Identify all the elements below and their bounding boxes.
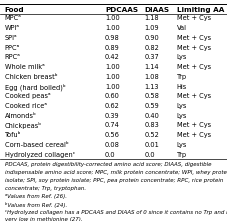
Text: Lys: Lys [176, 142, 186, 148]
Text: Hydrolyzed collagenᶜ: Hydrolyzed collagenᶜ [5, 152, 74, 158]
Text: Limiting AA: Limiting AA [176, 7, 223, 13]
Text: 1.00: 1.00 [104, 74, 119, 80]
Text: MPCᵃ: MPCᵃ [5, 15, 21, 21]
Text: 0.58: 0.58 [144, 93, 159, 99]
Text: isolate; SPI, soy protein isolate; PPC, pea protein concentrate; RPC, rice prote: isolate; SPI, soy protein isolate; PPC, … [5, 178, 222, 183]
Text: 0.39: 0.39 [104, 113, 119, 119]
Text: Chicken breastᵇ: Chicken breastᵇ [5, 74, 57, 80]
Text: 0.0: 0.0 [104, 152, 115, 158]
Text: 0.62: 0.62 [104, 103, 119, 109]
Text: WPIᵃ: WPIᵃ [5, 25, 20, 31]
Text: DIAAS: DIAAS [144, 7, 169, 13]
Text: ᵇValues from Ref. (24).: ᵇValues from Ref. (24). [5, 202, 67, 208]
Text: Chickpeasᵇ: Chickpeasᵇ [5, 122, 42, 130]
Text: Met + Cys: Met + Cys [176, 15, 210, 21]
Text: Trp: Trp [176, 152, 186, 158]
Text: Almondsᵇ: Almondsᵇ [5, 113, 36, 119]
Text: Trp: Trp [176, 74, 186, 80]
Text: 0.42: 0.42 [104, 54, 119, 60]
Text: Tofuᵇ: Tofuᵇ [5, 132, 21, 138]
Text: Val: Val [176, 25, 186, 31]
Text: Corn-based cerealᵇ: Corn-based cerealᵇ [5, 142, 68, 148]
Text: 0.98: 0.98 [104, 35, 119, 41]
Text: 1.14: 1.14 [144, 64, 159, 70]
Text: 1.08: 1.08 [144, 74, 159, 80]
Text: 1.00: 1.00 [104, 25, 119, 31]
Text: 1.00: 1.00 [104, 64, 119, 70]
Text: indispensable amino acid score; MPC, milk protein concentrate; WPI, whey protein: indispensable amino acid score; MPC, mil… [5, 170, 227, 175]
Text: 1.00: 1.00 [104, 84, 119, 90]
Text: 0.0: 0.0 [144, 152, 155, 158]
Text: ᵃValues from Ref. (26).: ᵃValues from Ref. (26). [5, 194, 66, 199]
Text: 0.01: 0.01 [144, 142, 159, 148]
Text: Cooked peasᵃ: Cooked peasᵃ [5, 93, 50, 99]
Text: ᶜHydrolyzed collagen has a PDCAAS and DIAAS of 0 since it contains no Trp and is: ᶜHydrolyzed collagen has a PDCAAS and DI… [5, 210, 227, 215]
Text: 1.18: 1.18 [144, 15, 159, 21]
Text: very low in methionine (27).: very low in methionine (27). [5, 217, 82, 221]
Text: Lys: Lys [176, 54, 186, 60]
Text: Met + Cys: Met + Cys [176, 35, 210, 41]
Text: Whole milkᵃ: Whole milkᵃ [5, 64, 44, 70]
Text: 1.00: 1.00 [104, 15, 119, 21]
Text: 0.90: 0.90 [144, 35, 159, 41]
Text: PPCᵃ: PPCᵃ [5, 45, 20, 51]
Text: Lys: Lys [176, 113, 186, 119]
Text: Cooked riceᵃ: Cooked riceᵃ [5, 103, 46, 109]
Text: 0.37: 0.37 [144, 54, 159, 60]
Text: 0.89: 0.89 [104, 45, 119, 51]
Text: Lys: Lys [176, 103, 186, 109]
Text: PDCAAS: PDCAAS [104, 7, 137, 13]
Text: 0.82: 0.82 [144, 45, 159, 51]
Text: Met + Cys: Met + Cys [176, 122, 210, 128]
Text: SPIᵃ: SPIᵃ [5, 35, 17, 41]
Text: 0.56: 0.56 [104, 132, 119, 138]
Text: Met + Cys: Met + Cys [176, 132, 210, 138]
Text: Food: Food [5, 7, 24, 13]
Text: 1.13: 1.13 [144, 84, 159, 90]
Text: 0.52: 0.52 [144, 132, 159, 138]
Text: Met + Cys: Met + Cys [176, 64, 210, 70]
Text: 0.59: 0.59 [144, 103, 159, 109]
Text: Met + Cys: Met + Cys [176, 45, 210, 51]
Text: 0.60: 0.60 [104, 93, 119, 99]
Text: Met + Cys: Met + Cys [176, 93, 210, 99]
Text: His: His [176, 84, 186, 90]
Text: 0.74: 0.74 [104, 122, 119, 128]
Text: RPCᵃ: RPCᵃ [5, 54, 20, 60]
Text: concentrate; Trp, tryptophan.: concentrate; Trp, tryptophan. [5, 186, 85, 191]
Text: PDCAAS, protein digestibility-corrected amino acid score; DIAAS, digestible: PDCAAS, protein digestibility-corrected … [5, 162, 210, 167]
Text: 0.83: 0.83 [144, 122, 159, 128]
Text: 0.08: 0.08 [104, 142, 119, 148]
Text: 1.09: 1.09 [144, 25, 159, 31]
Text: Egg (hard boiled)ᵇ: Egg (hard boiled)ᵇ [5, 84, 65, 91]
Text: 0.40: 0.40 [144, 113, 159, 119]
